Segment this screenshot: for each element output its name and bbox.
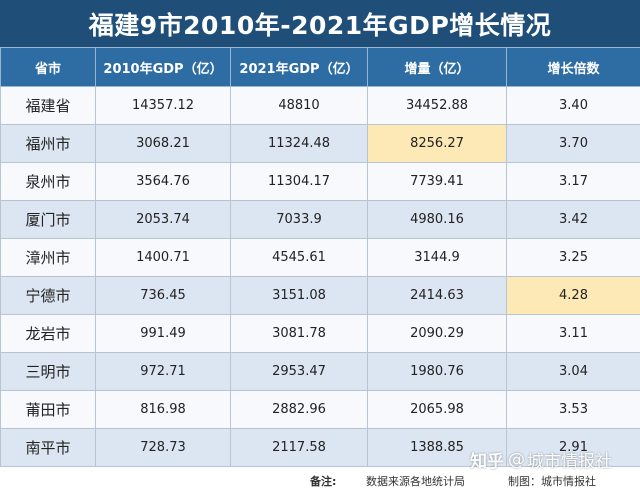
multiple-cell: 3.17 — [506, 162, 640, 201]
zhihu-logo: 知乎 — [470, 452, 504, 472]
increase-cell: 2065.98 — [367, 390, 507, 429]
gdp-2021-cell: 2882.96 — [230, 390, 368, 429]
increase-cell: 34452.88 — [367, 86, 507, 125]
multiple-cell: 3.42 — [506, 200, 640, 239]
region-name-cell: 龙岩市 — [0, 314, 96, 353]
gdp-2010-cell: 3068.21 — [95, 124, 231, 163]
region-name-cell: 福州市 — [0, 124, 96, 163]
column-header-gdp-2010: 2010年GDP（亿） — [95, 47, 231, 87]
table-footer: 备注: 数据来源各地统计局 制图：城市情报社 — [0, 469, 640, 490]
multiple-cell: 3.04 — [506, 352, 640, 391]
column-header-gdp-2021: 2021年GDP（亿） — [230, 47, 368, 87]
gdp-2010-cell: 2053.74 — [95, 200, 231, 239]
increase-cell: 7739.41 — [367, 162, 507, 201]
multiple-cell-highlighted: 4.28 — [506, 276, 640, 315]
gdp-2010-cell: 14357.12 — [95, 86, 231, 125]
gdp-2021-cell: 11324.48 — [230, 124, 368, 163]
column-header-increase: 增量（亿） — [367, 47, 507, 87]
gdp-2021-cell: 3081.78 — [230, 314, 368, 353]
gdp-2021-cell: 11304.17 — [230, 162, 368, 201]
multiple-cell: 3.53 — [506, 390, 640, 429]
table-row: 福建省 14357.12 48810 34452.88 3.40 — [0, 86, 640, 125]
gdp-2021-cell: 4545.61 — [230, 238, 368, 277]
multiple-cell: 3.11 — [506, 314, 640, 353]
table-row: 厦门市 2053.74 7033.9 4980.16 3.42 — [0, 200, 640, 239]
watermark-account-name: 城市情报社 — [527, 452, 612, 472]
column-header-region: 省市 — [0, 47, 96, 87]
gdp-2021-cell: 2953.47 — [230, 352, 368, 391]
gdp-2010-cell: 728.73 — [95, 428, 231, 467]
increase-cell-highlighted: 8256.27 — [367, 124, 507, 163]
zhihu-watermark: 知乎 @ 城市情报社 — [470, 447, 612, 473]
region-name-cell: 漳州市 — [0, 238, 96, 277]
header-row: 省市 2010年GDP（亿） 2021年GDP（亿） 增量（亿） 增长倍数 — [0, 47, 640, 87]
gdp-2021-cell: 3151.08 — [230, 276, 368, 315]
region-name-cell: 莆田市 — [0, 390, 96, 429]
table-row: 宁德市 736.45 3151.08 2414.63 4.28 — [0, 276, 640, 315]
gdp-2010-cell: 3564.76 — [95, 162, 231, 201]
table-row: 莆田市 816.98 2882.96 2065.98 3.53 — [0, 390, 640, 429]
multiple-cell: 2.91 — [506, 428, 640, 467]
table-row: 漳州市 1400.71 4545.61 3144.9 3.25 — [0, 238, 640, 277]
gdp-2010-cell: 1400.71 — [95, 238, 231, 277]
increase-cell: 1980.76 — [367, 352, 507, 391]
footer-note-label: 备注: — [310, 475, 337, 488]
column-header-multiple: 增长倍数 — [506, 47, 640, 87]
gdp-2010-cell: 816.98 — [95, 390, 231, 429]
footer-data-source: 数据来源各地统计局 — [366, 475, 465, 488]
gdp-2010-cell: 991.49 — [95, 314, 231, 353]
footer-chart-maker: 制图：城市情报社 — [508, 475, 596, 488]
table-title: 福建9市2010年-2021年GDP增长情况 — [0, 0, 640, 47]
increase-cell: 1388.85 — [367, 428, 507, 467]
multiple-cell: 3.70 — [506, 124, 640, 163]
table-row: 南平市 728.73 2117.58 1388.85 2.91 — [0, 428, 640, 467]
gdp-2010-cell: 972.71 — [95, 352, 231, 391]
gdp-2010-cell: 736.45 — [95, 276, 231, 315]
table-row: 龙岩市 991.49 3081.78 2090.29 3.11 — [0, 314, 640, 353]
table-row: 福州市 3068.21 11324.48 8256.27 3.70 — [0, 124, 640, 163]
table-row: 三明市 972.71 2953.47 1980.76 3.04 — [0, 352, 640, 391]
gdp-2021-cell: 2117.58 — [230, 428, 368, 467]
region-name-cell: 三明市 — [0, 352, 96, 391]
region-name-cell: 南平市 — [0, 428, 96, 467]
multiple-cell: 3.25 — [506, 238, 640, 277]
increase-cell: 2414.63 — [367, 276, 507, 315]
watermark-at-sign: @ — [508, 449, 525, 470]
region-name-cell: 福建省 — [0, 86, 96, 125]
gdp-2021-cell: 7033.9 — [230, 200, 368, 239]
region-name-cell: 泉州市 — [0, 162, 96, 201]
increase-cell: 3144.9 — [367, 238, 507, 277]
gdp-2021-cell: 48810 — [230, 86, 368, 125]
gdp-table: 省市 2010年GDP（亿） 2021年GDP（亿） 增量（亿） 增长倍数 福建… — [0, 47, 640, 467]
region-name-cell: 厦门市 — [0, 200, 96, 239]
increase-cell: 2090.29 — [367, 314, 507, 353]
table-row: 泉州市 3564.76 11304.17 7739.41 3.17 — [0, 162, 640, 201]
multiple-cell: 3.40 — [506, 86, 640, 125]
increase-cell: 4980.16 — [367, 200, 507, 239]
region-name-cell: 宁德市 — [0, 276, 96, 315]
